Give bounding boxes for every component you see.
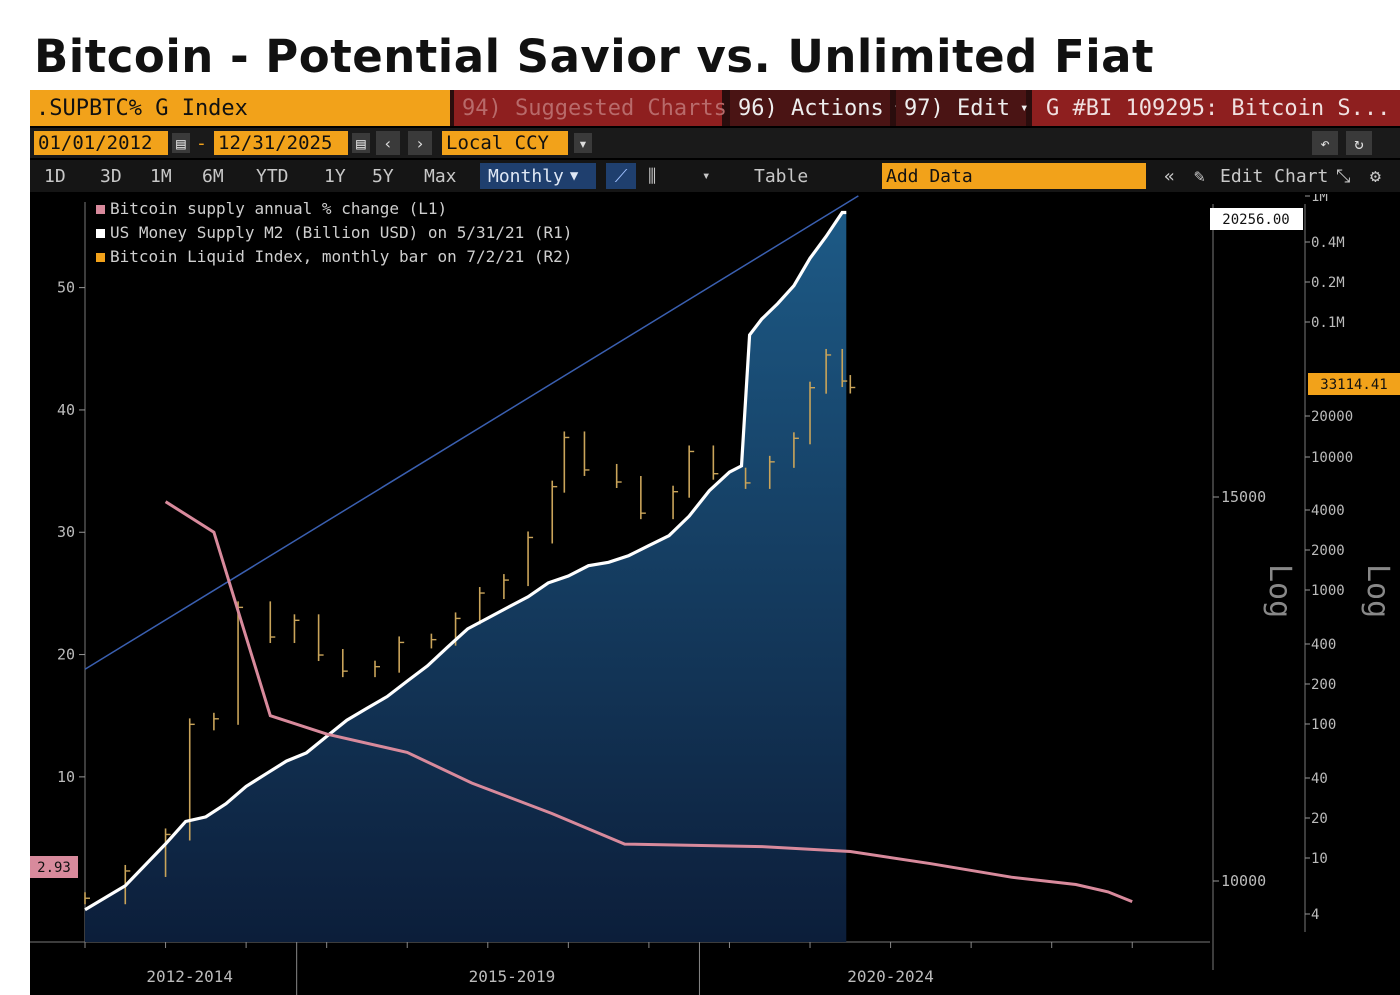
bloomberg-terminal: .SUPBTC% G Index 94) Suggested Charts 96… [30, 90, 1400, 995]
right-axis-2-tick-label: 4 [1311, 907, 1319, 923]
chart-controls-bar: 1D 3D 1M 6M YTD 1Y 5Y Max Monthly ▼ ⟋ ⫼ … [30, 160, 1400, 192]
gear-icon[interactable]: ⚙ [1370, 165, 1381, 187]
resize-icon[interactable]: ⤡ [1336, 165, 1351, 187]
period-5y[interactable]: 5Y [372, 165, 394, 187]
legend-entry: Bitcoin Liquid Index, monthly bar on 7/2… [110, 247, 572, 266]
left-axis-tick-label: 10 [57, 768, 75, 786]
legend-entry: Bitcoin supply annual % change (L1) [110, 199, 447, 218]
m2-last-value: 20256.00 [1222, 212, 1289, 228]
right-axis-2-tick-label: 200 [1311, 677, 1336, 693]
right-axis-2-tick-label: 10 [1311, 851, 1328, 867]
right-axis-2-tick-label: 400 [1311, 637, 1336, 653]
bar-chart-icon[interactable]: ⫼ [648, 165, 657, 187]
collapse-icon[interactable]: « [1164, 165, 1175, 187]
x-axis-label: 2015-2019 [469, 967, 556, 986]
refresh-icon[interactable]: ↻ [1346, 131, 1372, 155]
page-title: Bitcoin - Potential Savior vs. Unlimited… [34, 30, 1155, 83]
left-axis-tick-label: 30 [57, 523, 75, 541]
calendar-icon[interactable]: ▤ [172, 133, 190, 153]
right-axis-2-tick-label: 100 [1311, 717, 1336, 733]
right-axis-1-tick-label: 15000 [1221, 488, 1266, 506]
legend-entry: US Money Supply M2 (Billion USD) on 5/31… [110, 223, 572, 242]
frequency-select[interactable]: Monthly ▼ [480, 163, 596, 189]
line-chart-icon[interactable]: ⟋ [606, 163, 636, 189]
left-axis-tick-label: 20 [57, 646, 75, 664]
legend-swatch [96, 253, 105, 262]
right-axis-2-tick-label: 2000 [1311, 543, 1345, 559]
previous-period-button[interactable]: ‹ [376, 131, 400, 155]
add-data-input[interactable]: Add Data [882, 163, 1146, 189]
date-separator: - [196, 132, 207, 154]
right-axis-2-tick-label: 10000 [1311, 450, 1353, 466]
edit-menu[interactable]: 97) Edit ▾ [896, 90, 1029, 126]
start-date-input[interactable]: 01/01/2012 [34, 131, 168, 155]
chevron-down-icon: ▼ [569, 168, 579, 184]
end-date-input[interactable]: 12/31/2025 [214, 131, 348, 155]
period-1y[interactable]: 1Y [324, 165, 346, 187]
currency-select[interactable]: Local CCY [442, 131, 568, 155]
right-axis-2-title: Log [1360, 564, 1395, 618]
undo-icon[interactable]: ↶ [1312, 131, 1338, 155]
left-axis-tick-label: 50 [57, 279, 75, 297]
chevron-down-icon[interactable]: ▾ [702, 168, 711, 184]
frequency-label: Monthly [488, 165, 564, 187]
right-axis-2-tick-label: 0.1M [1311, 315, 1345, 331]
table-button[interactable]: Table [754, 165, 809, 187]
edit-chart-button[interactable]: Edit Chart [1220, 165, 1329, 187]
actions-menu[interactable]: 96) Actions ▾ [730, 90, 902, 126]
period-6m[interactable]: 6M [202, 165, 224, 187]
legend-swatch [96, 229, 105, 238]
supply-last-value-box [30, 856, 78, 878]
calendar-icon[interactable]: ▤ [352, 133, 370, 153]
ticker-bar: .SUPBTC% G Index 94) Suggested Charts 96… [30, 90, 1400, 126]
supply-change-line [164, 500, 1133, 903]
right-axis-2-tick-label: 0.2M [1311, 275, 1345, 291]
btc-last-value-box [1308, 373, 1400, 395]
chevron-down-icon: ▾ [1019, 100, 1029, 116]
right-axis-2-tick-label: 1000 [1311, 583, 1345, 599]
chart-area: 10 20 30 40 50 2012-2014 2015-2019 2020-2024 100… [30, 189, 1400, 995]
dropdown-icon[interactable]: ▾ [574, 133, 592, 153]
trend-line [84, 195, 859, 670]
right-axis-1-tick-label: 10000 [1221, 872, 1266, 890]
left-axis-tick-label: 40 [57, 401, 75, 419]
btc-last-value: 33114.41 [1320, 377, 1387, 393]
x-axis-label: 2020-2024 [847, 967, 934, 986]
edit-label: 97) Edit [904, 95, 1010, 121]
suggested-charts-button[interactable]: 94) Suggested Charts [454, 90, 727, 126]
actions-label: 96) Actions [738, 95, 884, 121]
m2-area-fill [85, 212, 847, 942]
pencil-icon[interactable]: ✎ [1194, 165, 1205, 187]
period-ytd[interactable]: YTD [256, 165, 289, 187]
legend-swatch [96, 205, 105, 214]
m2-last-value-box [1210, 208, 1303, 230]
ticker-field[interactable]: .SUPBTC% G Index [30, 90, 450, 126]
right-axis-2-tick-label: 20000 [1311, 409, 1353, 425]
supply-last-value: 2.93 [37, 860, 71, 876]
security-description: G #BI 109295: Bitcoin S... [1032, 90, 1400, 126]
right-axis-2-tick-label: 4000 [1311, 503, 1345, 519]
period-1m[interactable]: 1M [150, 165, 172, 187]
period-3d[interactable]: 3D [100, 165, 122, 187]
right-axis-2-tick-label: 20 [1311, 811, 1328, 827]
right-axis-2-tick-label: 1M [1311, 194, 1328, 205]
period-1d[interactable]: 1D [44, 165, 66, 187]
date-range-bar: 01/01/2012 ▤ - 12/31/2025 ▤ ‹ › Local CC… [30, 128, 1400, 158]
right-axis-2-tick-label: 0.4M [1311, 235, 1345, 251]
next-period-button[interactable]: › [408, 131, 432, 155]
x-axis-label: 2012-2014 [146, 967, 233, 986]
right-axis-1-title: Log [1262, 564, 1297, 618]
period-max[interactable]: Max [424, 165, 457, 187]
m2-line [84, 210, 847, 912]
right-axis-2-tick-label: 40 [1311, 771, 1328, 787]
